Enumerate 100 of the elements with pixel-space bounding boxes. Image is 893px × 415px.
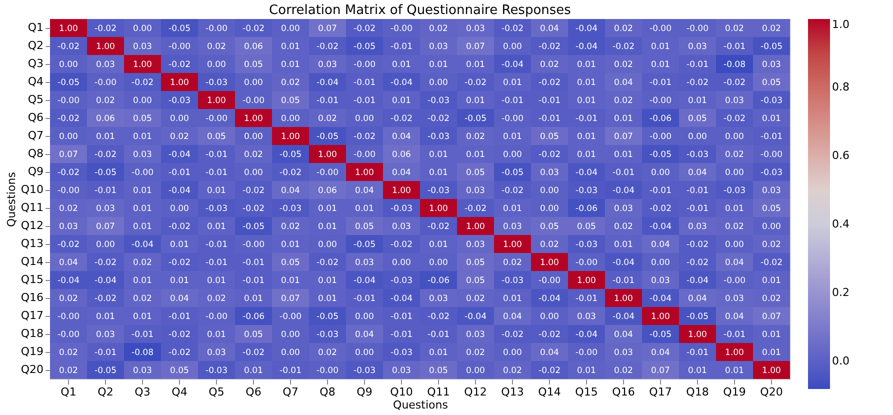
data-label: 0.01 [281,42,300,52]
data-label: 0.00 [725,132,744,142]
data-label: 0.01 [466,150,485,160]
data-label: -0.02 [464,204,486,214]
data-label: 0.01 [207,276,226,286]
data-label: 0.04 [281,186,300,196]
x-tick-label: Q20 [760,386,783,398]
data-label: 0.07 [281,294,300,304]
data-label: 0.04 [688,294,707,304]
data-label: -0.01 [612,168,634,178]
data-label: 0.04 [59,258,78,268]
data-label: -0.01 [390,42,412,52]
data-label: 0.00 [503,150,522,160]
data-label: 0.01 [170,276,189,286]
data-label: 0.00 [355,312,374,322]
data-label: 0.04 [392,168,411,178]
data-label: 0.05 [466,276,485,286]
data-label: -0.02 [428,222,450,232]
data-label: -0.01 [686,186,708,196]
data-label: 0.01 [577,150,596,160]
data-label: -0.03 [390,348,412,358]
data-label: 0.00 [207,60,226,70]
x-tick-label: Q17 [649,386,672,398]
data-label: -0.00 [316,168,338,178]
data-label: 1.00 [96,42,115,52]
data-label: 0.01 [207,186,226,196]
data-label: 1.00 [651,312,670,322]
data-label: 0.03 [651,276,670,286]
y-tick-label: Q20 [20,363,44,376]
data-label: -0.02 [94,150,116,160]
data-label: 0.04 [688,168,707,178]
data-label: -0.02 [428,114,450,124]
data-label: -0.00 [650,132,672,142]
data-label: 1.00 [614,294,633,304]
data-label: 0.01 [503,294,522,304]
y-tick-label: Q18 [20,327,44,340]
data-label: 0.02 [318,348,337,358]
data-label: 0.01 [207,222,226,232]
data-label: -0.02 [724,78,746,88]
data-label: 0.05 [466,168,485,178]
data-label: -0.01 [538,96,560,106]
data-label: -0.02 [316,258,338,268]
x-tick-label: Q5 [208,386,224,398]
data-label: -0.02 [168,258,190,268]
data-label: -0.03 [576,186,598,196]
x-axis-title: Questions [393,398,448,412]
data-label: -0.02 [428,312,450,322]
data-label: -0.03 [206,78,228,88]
data-label: 1.00 [318,150,337,160]
data-label: -0.02 [242,204,264,214]
data-label: 0.05 [577,222,596,232]
data-label: 0.01 [244,366,263,376]
data-label: 0.00 [133,24,152,34]
data-label: 0.00 [170,114,189,124]
data-label: -0.02 [538,330,560,340]
data-label: 0.02 [281,222,300,232]
data-label: -0.04 [390,78,412,88]
data-label: -0.01 [206,168,228,178]
data-label: -0.05 [316,312,338,322]
data-label: 0.01 [614,150,633,160]
data-label: -0.01 [354,96,376,106]
data-label: -0.03 [354,366,376,376]
data-label: 0.01 [170,240,189,250]
data-label: 0.00 [429,78,448,88]
color-bar-label: 0.2 [832,286,850,300]
data-label: 0.05 [244,330,263,340]
data-label: 1.00 [429,204,448,214]
data-label: 0.01 [762,330,781,340]
data-label: -0.04 [650,294,672,304]
data-label: -0.00 [94,78,116,88]
data-label: 0.07 [762,312,781,322]
data-label: 0.03 [207,348,226,358]
color-bar-label: 0.6 [832,149,850,162]
data-label: 0.01 [503,204,522,214]
data-label: 0.01 [207,330,226,340]
data-label: -0.01 [538,114,560,124]
data-label: 0.05 [540,132,559,142]
data-label: -0.04 [576,24,598,34]
data-label: -0.04 [612,312,634,322]
data-label: 0.00 [59,60,78,70]
y-tick-label: Q3 [28,57,44,70]
data-label: -0.01 [686,204,708,214]
data-label: -0.02 [724,114,746,124]
data-label: -0.00 [576,258,598,268]
y-tick-label: Q11 [20,201,44,214]
data-label: 0.00 [762,222,781,232]
data-label: 0.05 [170,366,189,376]
data-label: 0.01 [577,96,596,106]
data-label: -0.04 [502,60,524,70]
data-label: -0.02 [686,78,708,88]
data-label: 0.02 [318,114,337,124]
data-label: 0.00 [59,132,78,142]
data-label: 1.00 [207,96,226,106]
data-label: 0.03 [96,60,115,70]
data-label: -0.01 [686,60,708,70]
data-label: 0.01 [281,60,300,70]
data-label: 0.00 [651,258,670,268]
data-label: 1.00 [244,114,263,124]
data-label: 0.01 [355,204,374,214]
data-label: -0.01 [390,312,412,322]
